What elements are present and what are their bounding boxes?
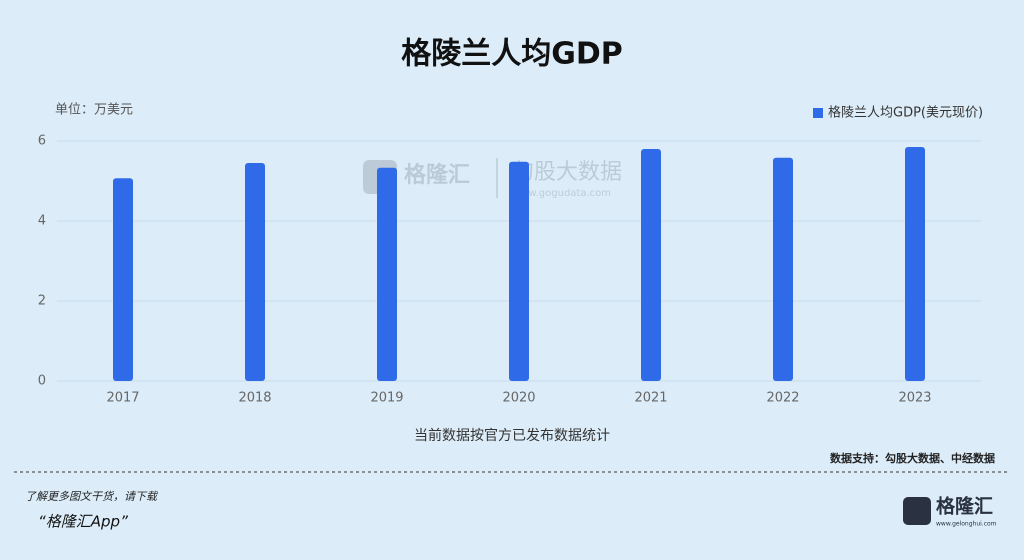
watermark-brand: 格隆汇 xyxy=(404,162,470,188)
logo-icon xyxy=(903,497,931,525)
bar xyxy=(905,147,925,381)
watermark-url: www.gogudata.com xyxy=(512,188,611,199)
y-tick-label: 4 xyxy=(38,214,46,229)
unit-label: 单位：万美元 xyxy=(55,103,133,118)
x-tick-label: 2019 xyxy=(370,391,403,406)
y-tick-label: 6 xyxy=(38,134,46,149)
note: 当前数据按官方已发布数据统计 xyxy=(414,427,610,444)
source: 数据支持：勾股大数据、中经数据 xyxy=(830,451,995,465)
x-tick-label: 2021 xyxy=(634,391,667,406)
footer-app: “格隆汇App” xyxy=(38,513,128,531)
y-tick-label: 2 xyxy=(38,294,46,309)
legend-swatch xyxy=(813,108,823,118)
x-tick-label: 2023 xyxy=(898,391,931,406)
legend-label: 格陵兰人均GDP(美元现价) xyxy=(828,105,983,121)
y-tick-label: 0 xyxy=(38,374,46,389)
x-tick-label: 2017 xyxy=(106,391,139,406)
logo-name: 格隆汇 xyxy=(936,495,993,518)
bar xyxy=(509,161,529,381)
bar xyxy=(773,157,793,381)
bar xyxy=(641,149,661,381)
footer-prompt: 了解更多图文干货，请下载 xyxy=(25,490,159,503)
x-tick-label: 2018 xyxy=(238,391,271,406)
bar xyxy=(377,167,397,381)
x-tick-label: 2020 xyxy=(502,391,535,406)
x-tick-label: 2022 xyxy=(766,391,799,406)
chart-title: 格陵兰人均GDP xyxy=(401,37,623,72)
watermark-name: 勾股大数据 xyxy=(512,160,622,185)
logo-url: www.gelonghui.com xyxy=(936,521,997,528)
bar xyxy=(113,178,133,381)
bar xyxy=(245,163,265,381)
watermark: 格隆汇 勾股大数据 www.gogudata.com xyxy=(363,158,622,199)
